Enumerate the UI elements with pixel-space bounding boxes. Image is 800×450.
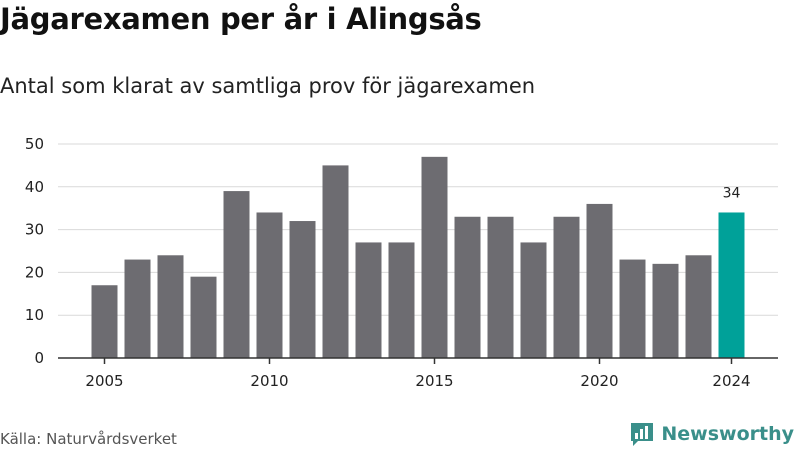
bar — [124, 259, 151, 358]
y-tick-label: 40 — [25, 178, 44, 196]
brand-icon-bar-2 — [640, 429, 644, 439]
bar — [322, 165, 349, 358]
x-tick-label: 2010 — [250, 372, 288, 390]
bar — [91, 285, 118, 358]
brand-name: Newsworthy — [661, 423, 794, 445]
brand-icon-bar-3 — [645, 426, 649, 439]
bar — [619, 259, 646, 358]
chart-subtitle: Antal som klarat av samtliga prov för jä… — [0, 74, 536, 98]
bar — [223, 191, 250, 358]
bar — [586, 203, 613, 358]
bar — [190, 276, 217, 358]
bar — [487, 216, 514, 358]
bar — [685, 255, 712, 358]
axes: 0 10 20 30 40 50 2005 2010 2015 2020 2024 — [25, 135, 778, 390]
y-tick-label: 0 — [34, 349, 44, 367]
bar — [388, 242, 415, 358]
data-label: 34 — [723, 185, 741, 201]
bars — [91, 156, 745, 358]
y-tick-label: 10 — [25, 306, 44, 324]
y-tick-label: 20 — [25, 263, 44, 281]
x-tick-label: 2024 — [712, 372, 750, 390]
bar — [454, 216, 481, 358]
y-tick-label: 50 — [25, 135, 44, 153]
bar — [421, 156, 448, 358]
bar-chart: 0 10 20 30 40 50 2005 2010 2015 2020 2024 34 — [25, 135, 778, 390]
bar — [652, 263, 679, 358]
brand-logo: Newsworthy — [629, 420, 794, 448]
x-tick-label: 2020 — [580, 372, 618, 390]
bar-chart-speech-bubble-icon — [631, 423, 654, 446]
source-note: Källa: Naturvårdsverket — [0, 430, 177, 448]
bar — [718, 212, 745, 358]
bar — [157, 255, 184, 358]
bar — [256, 212, 283, 358]
x-tick-label: 2015 — [415, 372, 453, 390]
brand-icon-bar-1 — [635, 433, 639, 439]
bar — [520, 242, 547, 358]
bar — [355, 242, 382, 358]
bar — [289, 221, 316, 358]
bar — [553, 216, 580, 358]
x-tick-label: 2005 — [85, 372, 123, 390]
data-labels: 34 — [723, 185, 741, 201]
y-tick-label: 30 — [25, 221, 44, 239]
chart-title: Jägarexamen per år i Alingsås — [0, 2, 482, 36]
